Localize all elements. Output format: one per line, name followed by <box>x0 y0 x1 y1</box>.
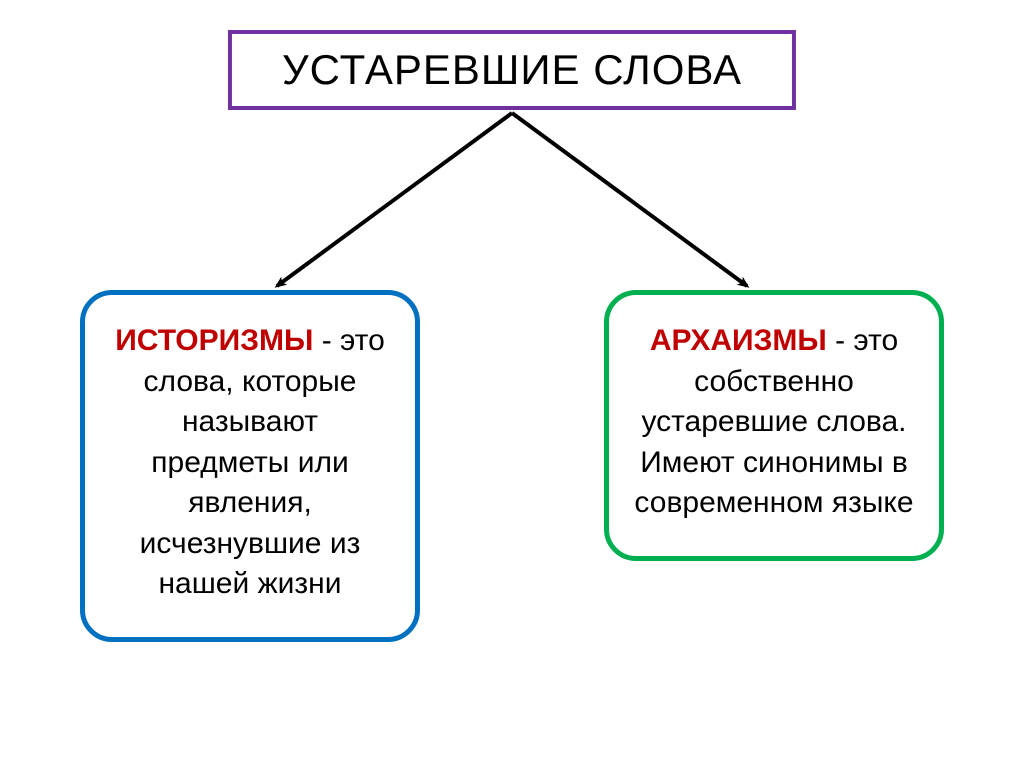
connector-arrows <box>162 108 862 308</box>
arrow-right <box>512 113 747 286</box>
arrow-left <box>277 113 512 286</box>
term-archaisms: АРХАИЗМЫ <box>650 324 827 357</box>
definition-text-right: АРХАИЗМЫ - это собственно устаревшие сло… <box>633 321 915 524</box>
title-box: УСТАРЕВШИЕ СЛОВА <box>228 30 796 110</box>
definition-box-archaisms: АРХАИЗМЫ - это собственно устаревшие сло… <box>604 290 944 561</box>
definition-box-historisms: ИСТОРИЗМЫ - это слова, которые называют … <box>80 290 420 642</box>
term-historisms: ИСТОРИЗМЫ <box>115 324 313 357</box>
body-historisms: - это слова, которые называют предметы и… <box>140 324 385 600</box>
diagram-title: УСТАРЕВШИЕ СЛОВА <box>282 46 742 94</box>
definition-text-left: ИСТОРИЗМЫ - это слова, которые называют … <box>109 321 391 605</box>
